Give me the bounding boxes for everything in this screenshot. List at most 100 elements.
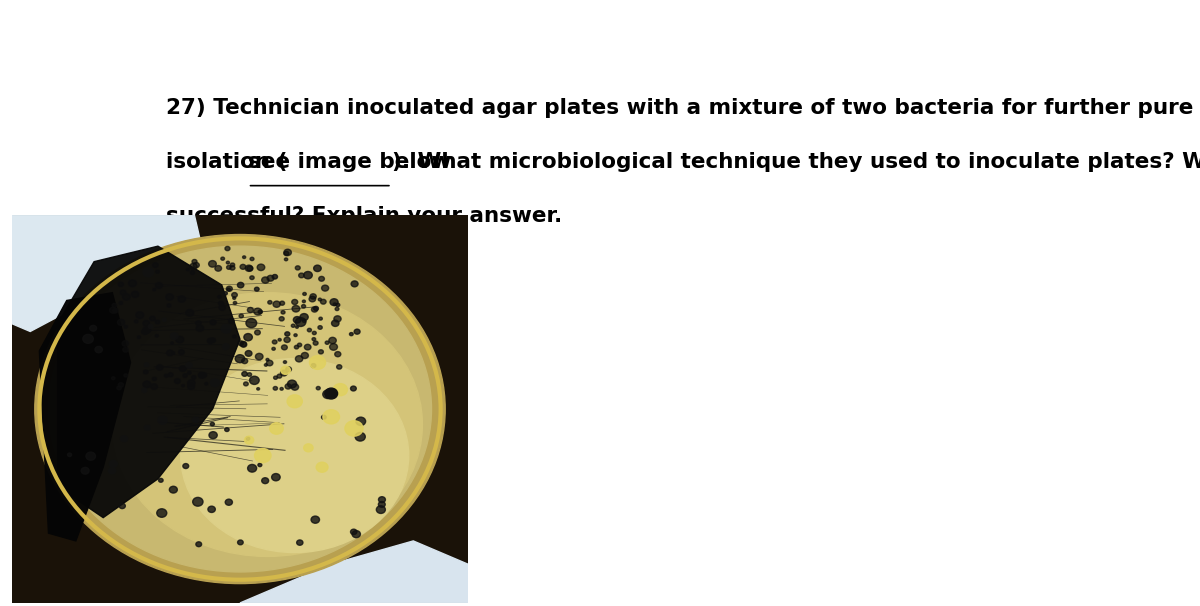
Circle shape <box>272 275 277 279</box>
Circle shape <box>286 384 292 389</box>
Circle shape <box>266 360 272 366</box>
Circle shape <box>320 299 326 304</box>
Text: ). What microbiological technique they used to inoculate plates? Was it: ). What microbiological technique they u… <box>391 152 1200 172</box>
Circle shape <box>378 502 385 507</box>
Circle shape <box>310 356 325 370</box>
Circle shape <box>318 325 323 329</box>
Circle shape <box>271 473 280 481</box>
Circle shape <box>208 338 214 344</box>
Circle shape <box>240 341 246 347</box>
Circle shape <box>142 329 148 335</box>
Circle shape <box>257 264 265 270</box>
Circle shape <box>319 317 323 320</box>
Circle shape <box>174 379 180 384</box>
Text: 27) Technician inoculated agar plates with a mixture of two bacteria for further: 27) Technician inoculated agar plates wi… <box>166 98 1200 118</box>
Ellipse shape <box>35 235 445 584</box>
Circle shape <box>169 486 178 493</box>
Circle shape <box>187 371 191 375</box>
Circle shape <box>186 268 190 271</box>
Circle shape <box>311 364 316 368</box>
Circle shape <box>182 464 188 468</box>
Circle shape <box>335 351 341 357</box>
Circle shape <box>313 341 318 345</box>
Circle shape <box>82 467 89 474</box>
Circle shape <box>282 345 287 350</box>
Circle shape <box>162 318 167 322</box>
Circle shape <box>109 468 115 474</box>
Circle shape <box>307 328 312 332</box>
Circle shape <box>334 384 348 396</box>
Circle shape <box>247 266 253 271</box>
Circle shape <box>198 372 205 378</box>
Circle shape <box>187 384 194 390</box>
Circle shape <box>187 380 196 386</box>
Text: successful? Explain your answer.: successful? Explain your answer. <box>166 205 562 225</box>
Circle shape <box>155 335 158 337</box>
Circle shape <box>181 384 185 387</box>
Circle shape <box>312 307 318 312</box>
Circle shape <box>143 321 150 326</box>
Circle shape <box>313 265 322 271</box>
Text: see image below: see image below <box>247 152 451 172</box>
Circle shape <box>118 282 124 287</box>
Circle shape <box>330 299 338 305</box>
Circle shape <box>233 301 236 304</box>
Circle shape <box>311 516 319 523</box>
Circle shape <box>336 303 340 307</box>
Circle shape <box>242 371 247 376</box>
Circle shape <box>158 478 163 482</box>
Circle shape <box>245 265 252 271</box>
Circle shape <box>274 301 281 307</box>
Circle shape <box>344 421 364 436</box>
Circle shape <box>295 326 299 328</box>
Circle shape <box>167 350 174 356</box>
Circle shape <box>268 301 272 304</box>
Circle shape <box>182 374 187 378</box>
Circle shape <box>323 390 332 399</box>
Circle shape <box>284 258 288 261</box>
Circle shape <box>284 249 292 256</box>
Circle shape <box>280 317 284 321</box>
Circle shape <box>156 282 162 288</box>
Circle shape <box>137 336 140 339</box>
Circle shape <box>245 350 252 356</box>
Circle shape <box>238 341 244 345</box>
Circle shape <box>334 316 341 322</box>
Circle shape <box>150 316 155 321</box>
Circle shape <box>136 311 144 318</box>
Circle shape <box>156 365 163 370</box>
Circle shape <box>245 436 253 444</box>
Circle shape <box>317 387 320 390</box>
Circle shape <box>224 428 229 431</box>
Circle shape <box>305 344 311 350</box>
Circle shape <box>247 307 253 313</box>
Circle shape <box>294 345 299 349</box>
Circle shape <box>354 329 360 334</box>
Circle shape <box>118 319 125 325</box>
Circle shape <box>143 268 154 277</box>
Circle shape <box>210 338 216 342</box>
Circle shape <box>112 304 116 307</box>
Circle shape <box>312 331 317 335</box>
Circle shape <box>292 324 295 327</box>
Circle shape <box>227 265 232 269</box>
Circle shape <box>230 266 235 270</box>
Circle shape <box>156 270 160 273</box>
Circle shape <box>356 417 366 425</box>
Circle shape <box>246 437 250 440</box>
Ellipse shape <box>181 359 409 553</box>
Circle shape <box>322 285 329 291</box>
Circle shape <box>277 374 282 378</box>
Circle shape <box>122 341 128 346</box>
Circle shape <box>240 264 246 269</box>
Circle shape <box>254 448 271 462</box>
Circle shape <box>270 422 283 435</box>
Circle shape <box>329 338 336 344</box>
Circle shape <box>352 281 358 287</box>
Circle shape <box>299 273 304 278</box>
Circle shape <box>325 341 329 344</box>
Circle shape <box>217 295 221 298</box>
Circle shape <box>233 297 235 299</box>
Circle shape <box>278 338 281 341</box>
Circle shape <box>284 251 289 256</box>
